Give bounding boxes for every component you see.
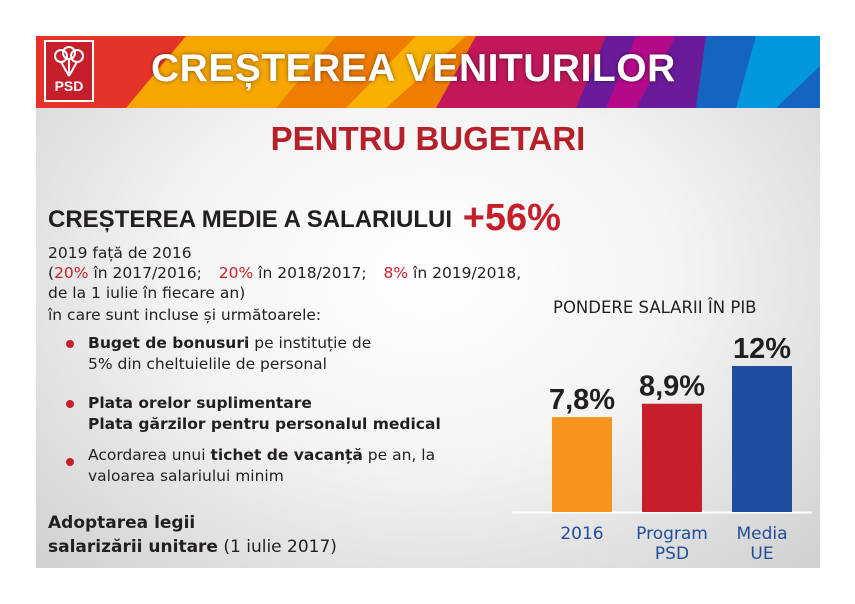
pct-2018: 20% xyxy=(218,264,254,282)
pct-2017-label: în 2017/2016; xyxy=(88,264,202,282)
adoption-date: (1 iulie 2017) xyxy=(217,537,337,557)
bar xyxy=(732,366,792,512)
pct-2017: 20% xyxy=(54,264,89,282)
category-label: Program xyxy=(636,524,708,544)
category-label: PSD xyxy=(655,544,689,564)
category-label: 2016 xyxy=(560,524,603,544)
bullet-1-bold: Buget de bonusuri xyxy=(88,334,250,352)
intro-line-2: (20% în 2017/2016; 20% în 2018/2017; 8% … xyxy=(48,263,521,283)
bullet-dot xyxy=(66,458,74,466)
intro-line-1: 2019 față de 2016 xyxy=(48,244,192,262)
data-label: 8,9% xyxy=(639,371,705,403)
data-label: 7,8% xyxy=(549,384,615,416)
adoption-line-2: salarizării unitare (1 iulie 2017) xyxy=(48,535,337,559)
bullet-dot xyxy=(66,340,74,348)
psd-logo: PSD xyxy=(44,40,94,102)
bullet-2-line-2: Plata gărzilor pentru personalul medical xyxy=(88,415,441,433)
pct-2018-label: în 2018/2017; xyxy=(253,264,367,282)
chart-title: PONDERE SALARII ÎN PIB xyxy=(553,298,757,317)
roses-icon xyxy=(54,46,84,77)
intro-line-4: în care sunt incluse și următoarele: xyxy=(48,306,322,324)
bar xyxy=(642,403,702,512)
banner: PSD CREȘTEREA VENITURILOR xyxy=(36,36,820,108)
bullet-3-pre: Acordarea unui xyxy=(88,446,211,464)
bullet-3-bold: tichet de vacanță xyxy=(210,446,363,464)
bullet-3-text: pe an, la xyxy=(362,446,436,464)
headline-text: CREȘTEREA MEDIE A SALARIULUI xyxy=(48,206,453,233)
page-title: CREȘTEREA VENITURILOR xyxy=(151,47,676,90)
bullet-1-line-2: 5% din cheltuielile de personal xyxy=(88,355,327,373)
bullet-dot xyxy=(66,400,74,408)
subtitle: PENTRU BUGETARI xyxy=(270,120,586,157)
pct-2019: 8% xyxy=(383,264,409,282)
banner-background xyxy=(36,36,820,108)
logo-text: PSD xyxy=(54,78,84,94)
bullet-1-text: pe instituție de xyxy=(249,334,372,352)
bar xyxy=(552,417,612,512)
headline: CREȘTEREA MEDIE A SALARIULUI +56% xyxy=(48,194,561,239)
bullet-2: Plata orelor suplimentare xyxy=(88,394,312,412)
pct-2019-label: în 2019/2018, xyxy=(408,264,522,282)
infographic-card: PSD CREȘTEREA VENITURILOR PENTRU BUGETAR… xyxy=(36,36,820,568)
adoption-line-1: Adoptarea legii xyxy=(48,513,196,533)
open-paren: ( xyxy=(48,264,55,282)
category-label: UE xyxy=(750,544,773,564)
adoption-note: Adoptarea legii salarizării unitare (1 i… xyxy=(48,511,337,559)
bullet-1: Buget de bonusuri pe instituție de xyxy=(88,333,371,353)
category-label: Media xyxy=(736,524,787,544)
adoption-bold: salarizării unitare xyxy=(48,537,218,557)
data-label: 12% xyxy=(733,333,791,365)
bullet-3-line-2: valoarea salariului minim xyxy=(88,467,284,485)
bullet-3: Acordarea unui tichet de vacanță pe an, … xyxy=(88,445,435,465)
headline-value: +56% xyxy=(462,197,561,239)
intro-line-3: de la 1 iulie în fiecare an) xyxy=(48,284,246,302)
